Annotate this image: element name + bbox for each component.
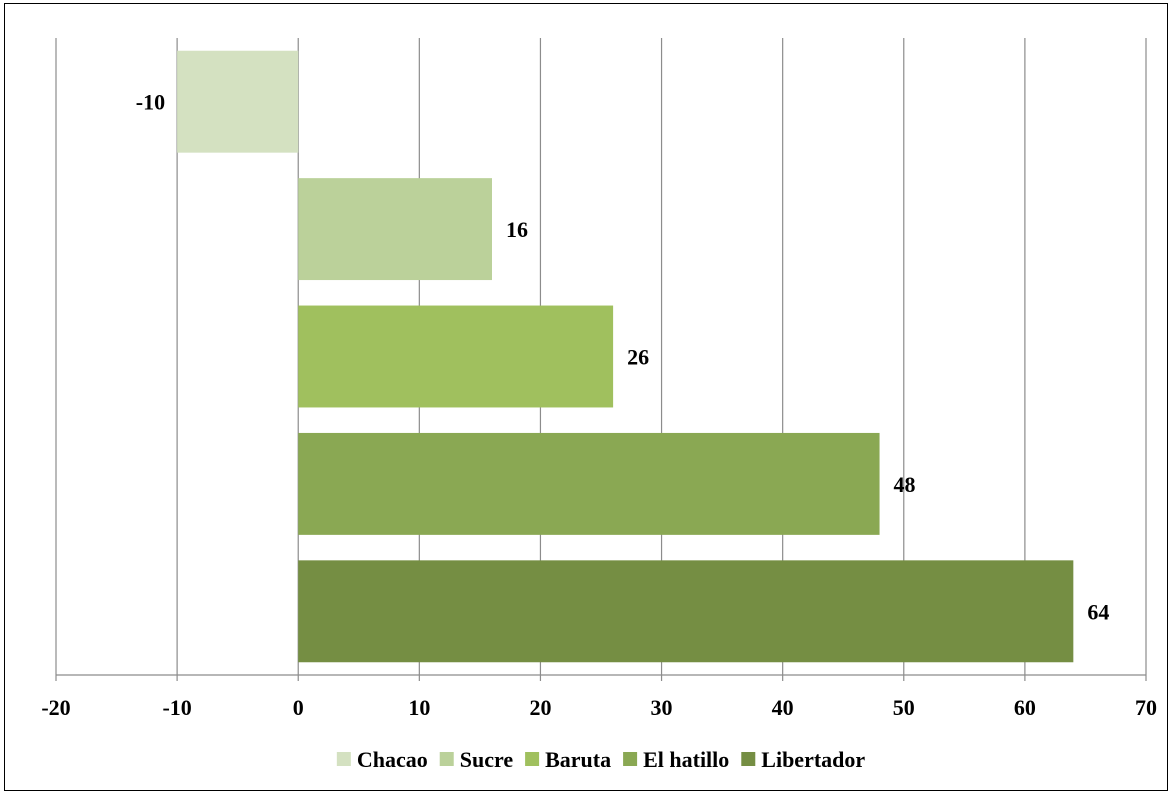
bar-el-hatillo xyxy=(298,432,880,535)
legend-item: Baruta xyxy=(525,747,611,772)
bar-sucre xyxy=(298,178,492,281)
x-tick-label: -10 xyxy=(162,695,191,720)
bars xyxy=(177,50,1074,663)
legend-label: Sucre xyxy=(460,747,514,772)
data-label: -10 xyxy=(136,90,165,115)
data-label: 48 xyxy=(894,472,916,497)
legend: Chacao Sucre Baruta El hatillo Libertador xyxy=(336,747,865,772)
x-tick-label: 50 xyxy=(893,695,915,720)
legend-label: El hatillo xyxy=(643,747,729,772)
legend-item: Libertador xyxy=(741,747,865,772)
legend-item: El hatillo xyxy=(623,747,729,772)
x-axis: -20 -10 0 10 20 30 40 50 60 70 xyxy=(41,674,1157,720)
legend-swatch xyxy=(623,752,638,766)
data-label: 26 xyxy=(627,345,649,370)
legend-label: Chacao xyxy=(357,747,428,772)
data-label: 16 xyxy=(506,217,528,242)
x-tick-label: 70 xyxy=(1135,695,1157,720)
legend-swatch xyxy=(439,752,454,766)
x-tick-label: 20 xyxy=(529,695,551,720)
x-tick-label: 30 xyxy=(651,695,673,720)
x-tick-label: 60 xyxy=(1014,695,1036,720)
x-tick-label: -20 xyxy=(41,695,70,720)
legend-item: Chacao xyxy=(336,747,428,772)
legend-swatch xyxy=(525,752,540,766)
bar-libertador xyxy=(298,560,1074,663)
x-tick-label: 40 xyxy=(772,695,794,720)
legend-label: Libertador xyxy=(761,747,865,772)
legend-swatch xyxy=(741,752,756,766)
bar-chacao xyxy=(177,50,299,153)
legend-item: Sucre xyxy=(439,747,514,772)
data-labels: -10 16 26 48 64 xyxy=(136,90,1110,625)
bar-baruta xyxy=(298,305,614,408)
x-tick-label: 10 xyxy=(408,695,430,720)
data-label: 64 xyxy=(1087,599,1109,624)
legend-swatch xyxy=(336,752,351,766)
x-tick-label: 0 xyxy=(293,695,304,720)
legend-label: Baruta xyxy=(545,747,611,772)
